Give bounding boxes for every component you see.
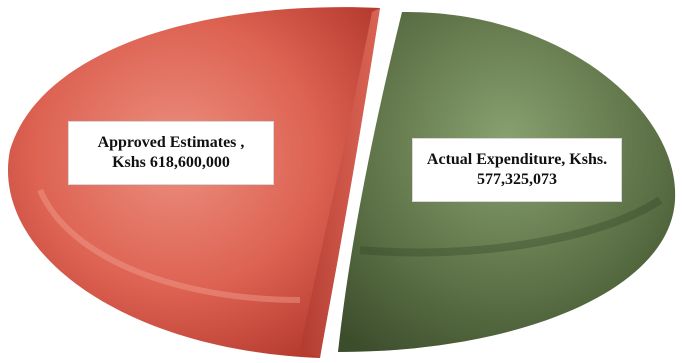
approved-label-line2: Kshs 618,600,000 — [112, 154, 230, 171]
slice-approved-rim — [37, 188, 301, 303]
approved-label-line1: Approved Estimates , — [97, 134, 245, 151]
data-label-approved-estimates: Approved Estimates , Kshs 618,600,000 — [68, 121, 274, 185]
actual-label-line2: 577,325,073 — [477, 171, 557, 188]
data-label-actual-expenditure: Actual Expenditure, Kshs. 577,325,073 — [412, 138, 622, 202]
actual-label-line1: Actual Expenditure, Kshs. — [426, 151, 608, 168]
slice-approved-side — [300, 8, 380, 358]
slice-actual-rim — [359, 196, 663, 257]
